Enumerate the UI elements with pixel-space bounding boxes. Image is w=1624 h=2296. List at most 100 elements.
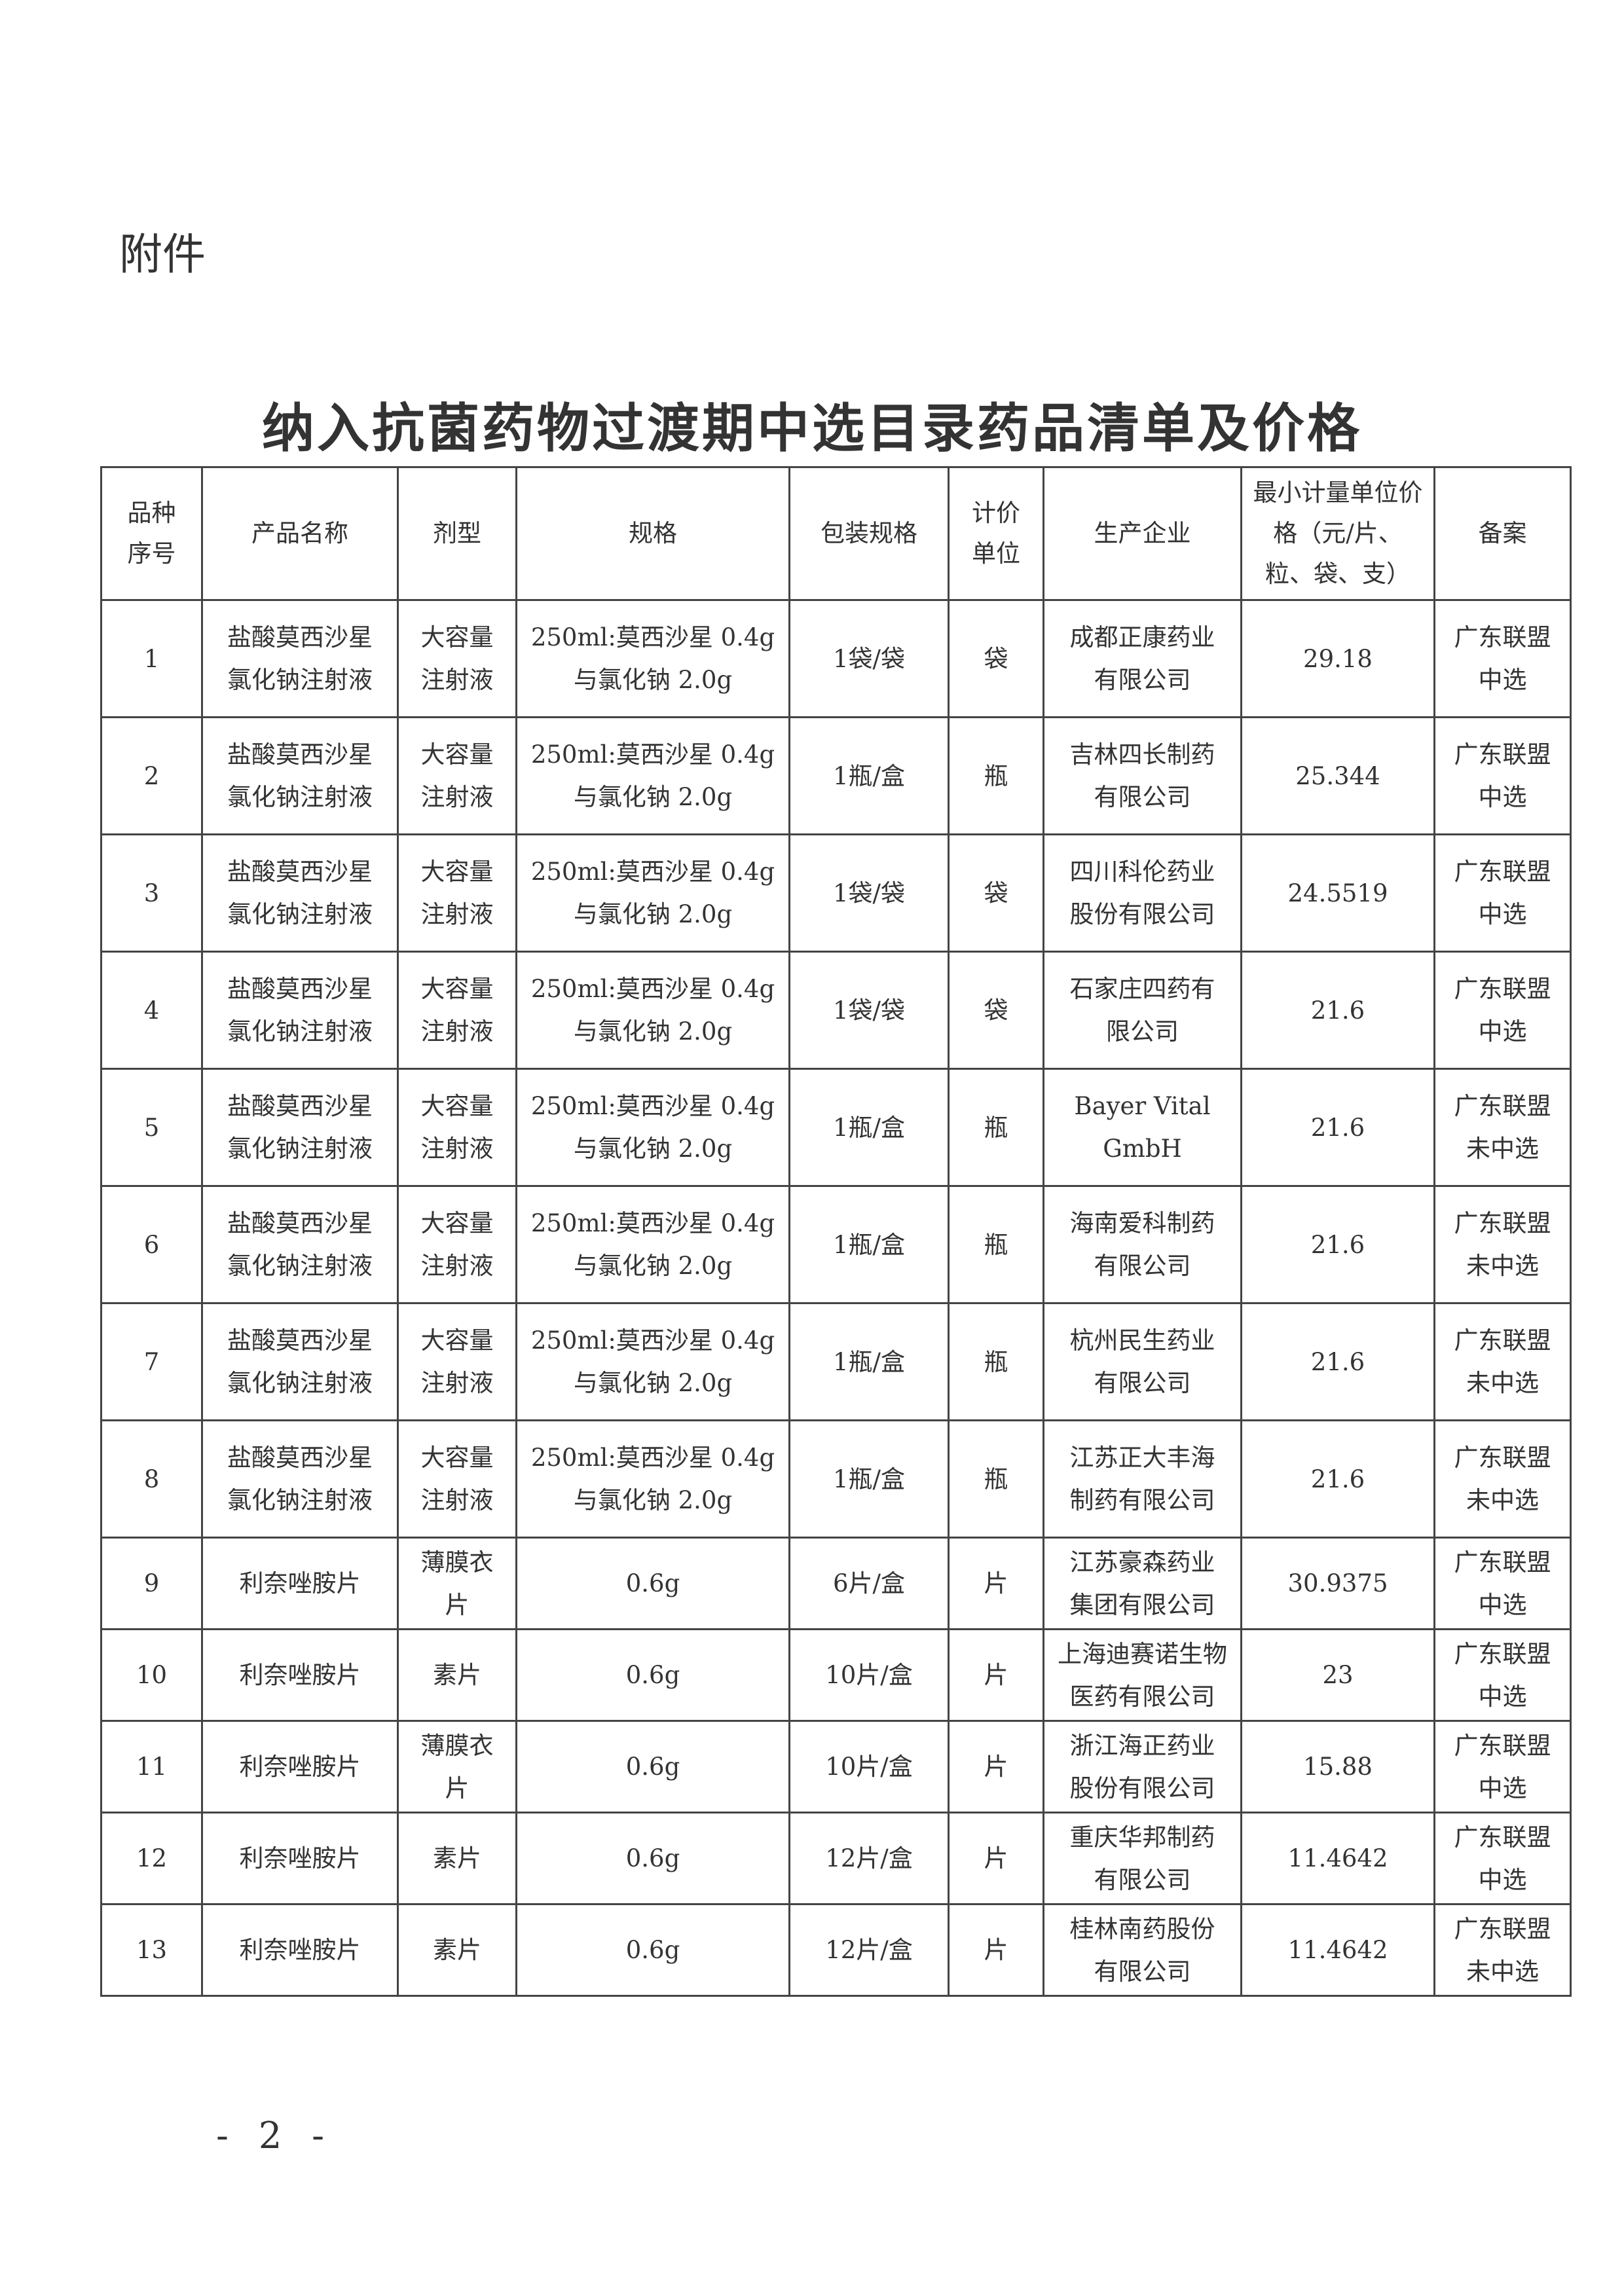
cell-dosage-form-text: 注射液 [420, 1369, 494, 1397]
cell-product-name-text: 氯化钠注射液 [227, 900, 373, 928]
cell-filing-text: 中选 [1478, 666, 1527, 694]
cell-manufacturer-text: 桂林南药股份 [1069, 1914, 1215, 1943]
cell-dosage-form: 大容量 注射液 [397, 1419, 517, 1539]
cell-dosage-form-text: 片 [445, 1774, 470, 1802]
cell-dosage-form-text: 薄膜衣 [420, 1731, 494, 1760]
col-header-product-name: 产品名称 [201, 466, 399, 601]
cell-spec: 250ml:莫西沙星 0.4g 与氯化钠 2.0g [515, 1185, 790, 1304]
cell-dosage-form-text: 注射液 [420, 1486, 494, 1514]
cell-manufacturer-text: 浙江海正药业 [1069, 1731, 1215, 1760]
cell-no: 4 [100, 951, 203, 1070]
cell-product-name-text: 利奈唑胺片 [239, 1844, 361, 1872]
cell-manufacturer-text: 江苏正大丰海 [1069, 1444, 1215, 1472]
cell-dosage-form: 大容量 注射液 [397, 1185, 517, 1304]
cell-manufacturer: 杭州民生药业 有限公司 [1043, 1302, 1242, 1421]
cell-dosage-form: 薄膜衣片 [397, 1720, 517, 1813]
cell-manufacturer-text: 有限公司 [1094, 1865, 1191, 1894]
cell-spec-text: 250ml:莫西沙星 0.4g [530, 1326, 775, 1355]
cell-no: 8 [100, 1419, 203, 1539]
header-text: 品种 [127, 499, 176, 527]
cell-product-name-text: 氯化钠注射液 [227, 1135, 373, 1163]
cell-spec-text: 与氯化钠 2.0g [573, 1135, 733, 1163]
cell-product-name: 盐酸莫西沙星 氯化钠注射液 [201, 599, 399, 718]
cell-pricing-unit: 瓶 [948, 1419, 1044, 1539]
cell-product-name: 盐酸莫西沙星 氯化钠注射液 [201, 833, 399, 953]
cell-dosage-form: 大容量 注射液 [397, 1302, 517, 1421]
cell-manufacturer-text: 江苏豪森药业 [1069, 1548, 1215, 1576]
cell-product-name: 盐酸莫西沙星 氯化钠注射液 [201, 716, 399, 835]
table-row: 8 盐酸莫西沙星 氯化钠注射液 大容量 注射液 250ml:莫西沙星 0.4g 与氯化钠 2… [100, 1419, 1572, 1539]
cell-filing: 广东联盟 中选 [1433, 951, 1572, 1070]
cell-filing-text: 未中选 [1466, 1369, 1539, 1397]
cell-package: 1瓶/盒 [788, 1068, 950, 1187]
cell-filing-text: 广东联盟 [1454, 858, 1551, 886]
cell-product-name-text: 利奈唑胺片 [239, 1936, 361, 1964]
cell-filing-text: 广东联盟 [1454, 1326, 1551, 1355]
cell-pricing-unit: 瓶 [948, 716, 1044, 835]
cell-no: 10 [100, 1628, 203, 1722]
cell-spec: 0.6g [515, 1537, 790, 1630]
cell-product-name-text: 盐酸莫西沙星 [227, 1209, 373, 1237]
cell-filing: 广东联盟 未中选 [1433, 1185, 1572, 1304]
cell-spec-text: 与氯化钠 2.0g [573, 1017, 733, 1046]
cell-filing-text: 广东联盟 [1454, 1092, 1551, 1120]
cell-pricing-unit: 袋 [948, 599, 1044, 718]
drug-price-table: 品种 序号 产品名称 剂型 规格 包装规格 计价 单位 生产企业 最小计量单位价 格（元/片、 粒、袋… [100, 466, 1572, 1997]
cell-dosage-form: 大容量 注射液 [397, 599, 517, 718]
cell-dosage-form-text: 片 [445, 1590, 470, 1619]
cell-product-name-text: 氯化钠注射液 [227, 1486, 373, 1514]
cell-pricing-unit: 片 [948, 1812, 1044, 1905]
cell-dosage-form-text: 大容量 [420, 740, 494, 769]
cell-dosage-form-text: 大容量 [420, 623, 494, 651]
cell-manufacturer-text: 有限公司 [1094, 1957, 1191, 1986]
cell-filing-text: 广东联盟 [1454, 1444, 1551, 1472]
cell-filing-text: 未中选 [1466, 1957, 1539, 1986]
cell-spec-text: 与氯化钠 2.0g [573, 666, 733, 694]
cell-pricing-unit: 片 [948, 1537, 1044, 1630]
cell-no: 9 [100, 1537, 203, 1630]
cell-unit-price: 15.88 [1240, 1720, 1435, 1813]
cell-spec-text: 与氯化钠 2.0g [573, 1369, 733, 1397]
cell-filing: 广东联盟 未中选 [1433, 1903, 1572, 1997]
table-row: 12 利奈唑胺片 素片 0.6g 12片/盒片重庆华邦制药 有限公司 11.4642 广东联盟… [100, 1812, 1572, 1905]
cell-spec-text: 250ml:莫西沙星 0.4g [530, 858, 775, 886]
cell-manufacturer-text: 重庆华邦制药 [1069, 1823, 1215, 1851]
cell-product-name: 盐酸莫西沙星 氯化钠注射液 [201, 951, 399, 1070]
cell-spec-text: 0.6g [625, 1661, 680, 1689]
cell-dosage-form-text: 素片 [433, 1844, 481, 1872]
cell-dosage-form-text: 大容量 [420, 1444, 494, 1472]
cell-filing: 广东联盟 中选 [1433, 1628, 1572, 1722]
cell-dosage-form-text: 注射液 [420, 1135, 494, 1163]
cell-product-name: 利奈唑胺片 [201, 1812, 399, 1905]
cell-filing-text: 广东联盟 [1454, 1209, 1551, 1237]
cell-product-name-text: 氯化钠注射液 [227, 1017, 373, 1046]
cell-unit-price: 30.9375 [1240, 1537, 1435, 1630]
table-row: 11 利奈唑胺片 薄膜衣片 0.6g 10片/盒片浙江海正药业 股份有限公司 15.88 广东… [100, 1720, 1572, 1813]
cell-manufacturer-text: 石家庄四药有 [1069, 975, 1215, 1003]
page-number: - 2 - [216, 2115, 334, 2157]
cell-product-name: 利奈唑胺片 [201, 1628, 399, 1722]
cell-dosage-form: 素片 [397, 1903, 517, 1997]
cell-filing-text: 广东联盟 [1454, 1639, 1551, 1668]
cell-package: 1瓶/盒 [788, 1185, 950, 1304]
cell-spec-text: 与氯化钠 2.0g [573, 1486, 733, 1514]
cell-product-name-text: 盐酸莫西沙星 [227, 1326, 373, 1355]
cell-package: 12片/盒 [788, 1903, 950, 1997]
cell-spec: 250ml:莫西沙星 0.4g 与氯化钠 2.0g [515, 951, 790, 1070]
cell-manufacturer-text: 杭州民生药业 [1069, 1326, 1215, 1355]
cell-filing: 广东联盟 中选 [1433, 1812, 1572, 1905]
cell-no: 7 [100, 1302, 203, 1421]
cell-filing-text: 广东联盟 [1454, 1548, 1551, 1576]
cell-spec-text: 250ml:莫西沙星 0.4g [530, 740, 775, 769]
cell-product-name: 利奈唑胺片 [201, 1720, 399, 1813]
cell-manufacturer: 上海迪赛诺生物 医药有限公司 [1043, 1628, 1242, 1722]
cell-spec-text: 250ml:莫西沙星 0.4g [530, 1444, 775, 1472]
cell-manufacturer-text: Bayer Vital [1074, 1092, 1211, 1120]
cell-manufacturer-text: GmbH [1103, 1135, 1182, 1163]
col-header-pricing-unit: 计价 单位 [948, 466, 1044, 601]
cell-spec-text: 与氯化钠 2.0g [573, 783, 733, 811]
cell-dosage-form-text: 素片 [433, 1661, 481, 1689]
attachment-label: 附件 [119, 229, 206, 280]
cell-manufacturer: 江苏正大丰海 制药有限公司 [1043, 1419, 1242, 1539]
cell-filing-text: 广东联盟 [1454, 1823, 1551, 1851]
